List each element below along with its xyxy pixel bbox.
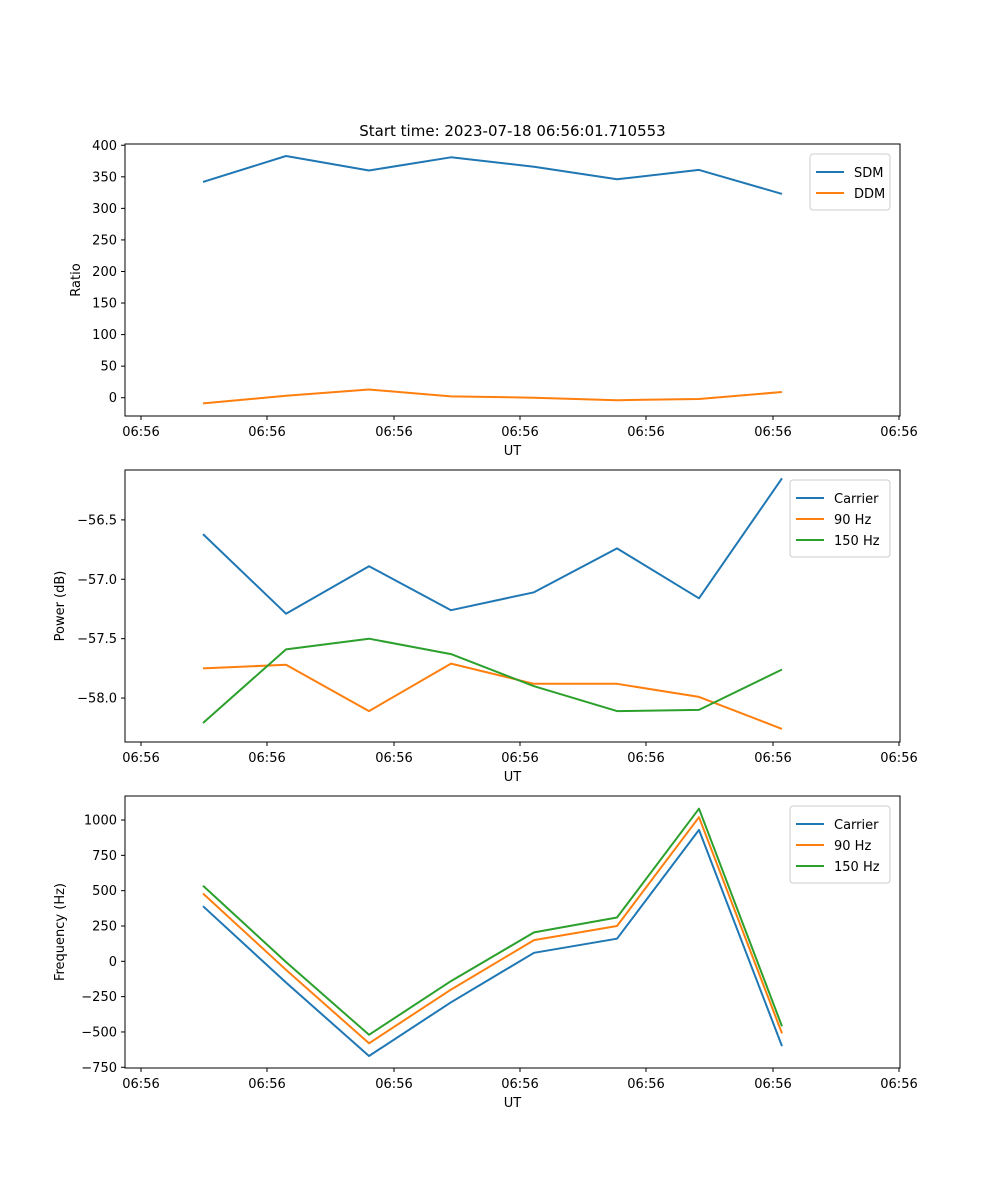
- series-line-150-hz: [202, 807, 783, 1036]
- axes-frame: [124, 795, 901, 1069]
- x-tick-label: 06:56: [375, 751, 412, 766]
- legend-label: 90 Hz: [834, 839, 871, 854]
- legend-label: Carrier: [834, 492, 879, 507]
- x-tick-label: 06:56: [754, 751, 791, 766]
- x-tick-label: 06:56: [880, 1077, 917, 1092]
- x-tick-label: 06:56: [880, 425, 917, 440]
- series-line-carrier: [202, 477, 783, 615]
- y-tick-label: 250: [92, 233, 117, 248]
- legend-box: [809, 153, 891, 211]
- y-tick-label: −250: [81, 990, 117, 1005]
- y-tick-label: 250: [92, 919, 117, 934]
- x-tick-label: 06:56: [501, 425, 538, 440]
- y-tick-label: −57.0: [77, 573, 117, 588]
- x-tick-label: 06:56: [754, 1077, 791, 1092]
- y-tick-label: −750: [81, 1061, 117, 1076]
- axes-frame: [124, 469, 901, 743]
- x-tick-label: 06:56: [501, 751, 538, 766]
- subplot-1: 06:56 06:56 06:56 06:56 06:56 06:56 06:56 0 50 10…: [69, 139, 918, 459]
- y-tick-label: −58.0: [77, 692, 117, 707]
- y-tick-label: 0: [109, 391, 117, 406]
- axes-frame: [124, 143, 901, 417]
- x-tick-label: 06:56: [375, 425, 412, 440]
- y-axis-label: Ratio: [69, 263, 84, 296]
- x-tick-label: 06:56: [880, 751, 917, 766]
- x-axis-label: UT: [504, 1096, 522, 1111]
- legend-label: 90 Hz: [834, 513, 871, 528]
- x-axis-label: UT: [504, 770, 522, 785]
- legend-box: [789, 479, 891, 558]
- subplot-3: 06:56 06:56 06:56 06:56 06:56 06:56 06:56 −750 −…: [53, 795, 918, 1111]
- y-tick-label: 150: [92, 297, 117, 312]
- y-tick-label: 500: [92, 884, 117, 899]
- x-tick-label: 06:56: [627, 1077, 664, 1092]
- y-axis-label: Power (dB): [53, 571, 68, 642]
- legend-label: SDM: [854, 166, 883, 181]
- legend: Carrier 90 Hz 150 Hz: [789, 479, 891, 558]
- y-tick-label: −500: [81, 1025, 117, 1040]
- legend-label: Carrier: [834, 818, 879, 833]
- x-tick-label: 06:56: [122, 1077, 159, 1092]
- series-line-ddm: [202, 388, 783, 405]
- y-tick-label: −57.5: [77, 632, 117, 647]
- y-tick-label: 300: [92, 202, 117, 217]
- y-tick-label: 1000: [84, 814, 117, 829]
- y-axis-label: Frequency (Hz): [53, 883, 68, 981]
- x-tick-label: 06:56: [248, 1077, 285, 1092]
- series-line-sdm: [202, 155, 783, 195]
- y-tick-label: 50: [100, 360, 117, 375]
- series-line-carrier: [202, 828, 783, 1057]
- series-line-90-hz: [202, 662, 783, 730]
- subplot-2: 06:56 06:56 06:56 06:56 06:56 06:56 06:56 −58.0…: [53, 469, 918, 785]
- series-line-90-hz: [202, 816, 783, 1045]
- x-tick-label: 06:56: [375, 1077, 412, 1092]
- x-axis-label: UT: [504, 444, 522, 459]
- y-tick-label: 350: [92, 170, 117, 185]
- y-tick-label: 100: [92, 328, 117, 343]
- x-tick-label: 06:56: [248, 751, 285, 766]
- legend-label: DDM: [854, 187, 885, 202]
- y-tick-label: −56.5: [77, 513, 117, 528]
- y-tick-label: 400: [92, 139, 117, 154]
- x-tick-label: 06:56: [627, 425, 664, 440]
- x-tick-label: 06:56: [122, 751, 159, 766]
- series-line-150-hz: [202, 637, 783, 724]
- figure-title: Start time: 2023-07-18 06:56:01.710553: [359, 122, 665, 140]
- legend-label: 150 Hz: [834, 534, 880, 549]
- y-tick-label: 200: [92, 265, 117, 280]
- x-tick-label: 06:56: [627, 751, 664, 766]
- legend: SDM DDM: [809, 153, 891, 211]
- x-tick-label: 06:56: [754, 425, 791, 440]
- legend-box: [789, 805, 891, 884]
- x-tick-label: 06:56: [501, 1077, 538, 1092]
- y-tick-label: 750: [92, 849, 117, 864]
- x-tick-label: 06:56: [122, 425, 159, 440]
- legend: Carrier 90 Hz 150 Hz: [789, 805, 891, 884]
- legend-label: 150 Hz: [834, 860, 880, 875]
- y-tick-label: 0: [109, 955, 117, 970]
- x-tick-label: 06:56: [248, 425, 285, 440]
